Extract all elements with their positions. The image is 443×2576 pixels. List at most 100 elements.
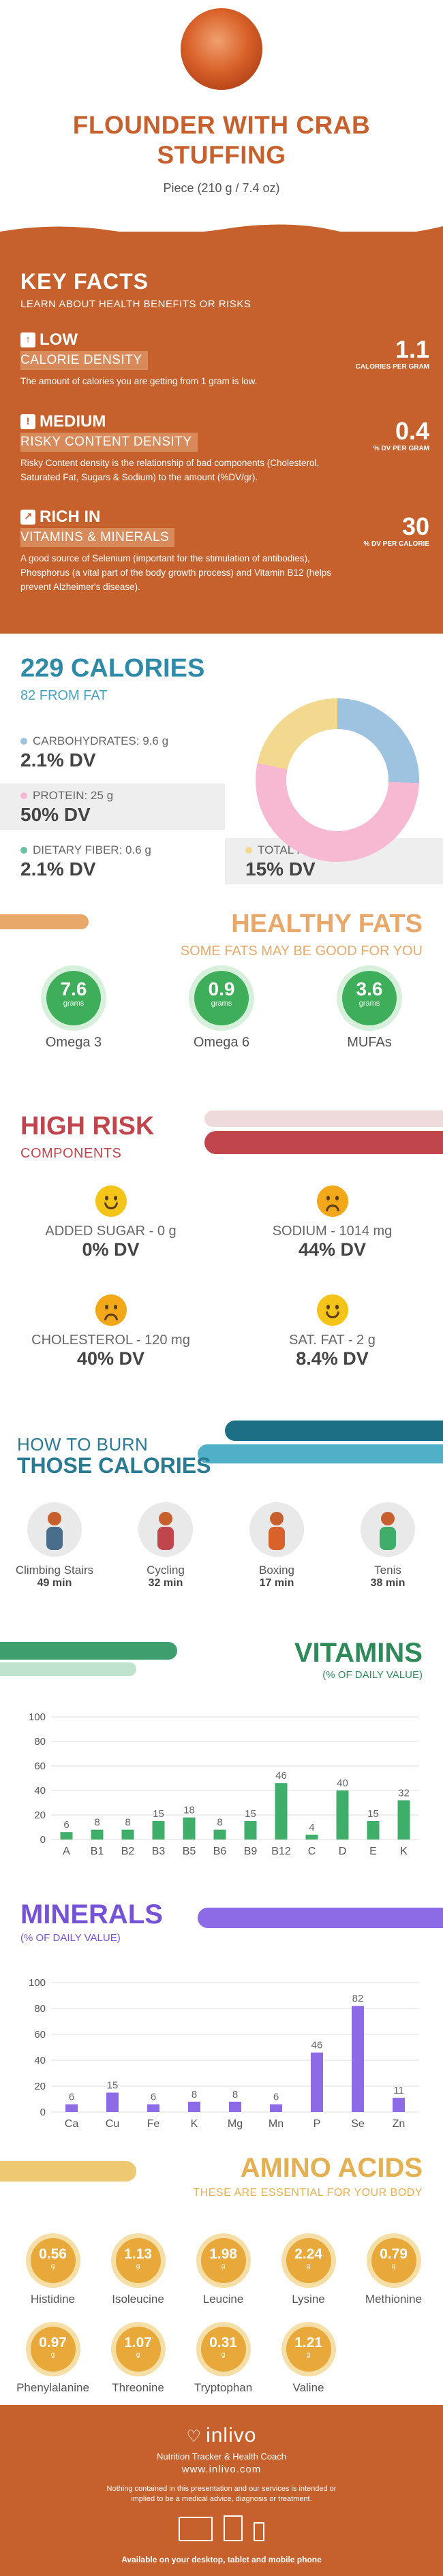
minerals-subtitle: (% OF DAILY VALUE) (20, 1932, 121, 1944)
y-tick-label: 0 (40, 2107, 46, 2118)
amino-acid-item: 1.98 g Leucine (181, 2238, 266, 2306)
inlivo-logo[interactable]: ♡ inlivo (0, 2424, 443, 2447)
amino-acid-item: 1.07 g Threonine (95, 2327, 181, 2395)
x-tick-label: C (308, 1846, 316, 1857)
risk-name: SODIUM - 1014 mg (272, 1224, 393, 1239)
y-tick-label: 100 (29, 1977, 46, 1989)
nutrient-label: CARBOHYDRATES: 9.6 g (33, 734, 169, 747)
decorative-band (0, 2161, 136, 2182)
risk-name: ADDED SUGAR - 0 g (45, 1224, 177, 1239)
healthy-fats-title: HEALTHY FATS (231, 910, 423, 938)
y-tick-label: 100 (29, 1711, 46, 1723)
desktop-icon (178, 2517, 213, 2541)
amino-value: 1.98 (209, 2246, 237, 2262)
nutrient-carbohydrates: CARBOHYDRATES: 9.6 g 2.1% DV (0, 729, 204, 775)
phone-icon (254, 2522, 265, 2541)
decorative-band (225, 1421, 443, 1441)
amino-acid-item: 0.56 g Histidine (10, 2238, 95, 2306)
x-tick-label: Ca (65, 2118, 79, 2130)
amino-name: Lysine (292, 2293, 325, 2306)
amino-badge: 0.56 g (30, 2238, 76, 2283)
legend-dot (20, 847, 27, 854)
x-tick-label: E (369, 1846, 377, 1857)
activity-name: Climbing Stairs (15, 1564, 94, 1577)
x-tick-label: Mn (269, 2118, 284, 2130)
amino-badge: 1.07 g (115, 2327, 161, 2372)
bar (244, 1821, 257, 1840)
calories-title: 229 CALORIES (20, 654, 205, 683)
y-tick-label: 0 (40, 1834, 46, 1846)
cycling-icon (138, 1502, 193, 1557)
amino-name: Leucine (202, 2293, 244, 2306)
fat-unit: grams (211, 999, 232, 1008)
y-tick-label: 80 (34, 1736, 46, 1748)
risk-name: CHOLESTEROL - 120 mg (31, 1333, 190, 1348)
activity-time: 49 min (37, 1577, 72, 1589)
fact-value: 1.1 (395, 335, 429, 363)
data-label: 32 (398, 1787, 410, 1799)
bar (188, 2101, 200, 2112)
data-label: 8 (217, 1817, 222, 1829)
amino-badge: 1.13 g (115, 2238, 161, 2283)
data-label: 6 (273, 2092, 279, 2103)
brand-name: inlivo (206, 2424, 257, 2447)
fat-unit: grams (358, 999, 380, 1008)
bar (60, 1832, 73, 1840)
activity-climbing-stairs: Climbing Stairs 49 min (3, 1502, 106, 1589)
calories-section: 229 CALORIES 82 FROM FAT CARBOHYDRATES: … (0, 634, 443, 893)
tablet-icon (224, 2515, 243, 2541)
sad-face-icon (95, 1294, 127, 1326)
x-tick-label: K (400, 1846, 408, 1857)
high-risk-title: HIGH RISK (20, 1112, 155, 1140)
data-label: 15 (153, 1808, 164, 1820)
high-risk-subtitle: COMPONENTS (20, 1146, 122, 1161)
amino-name: Valine (292, 2381, 324, 2394)
data-label: 8 (232, 2089, 238, 2100)
sad-face-icon (316, 1185, 348, 1217)
data-label: 15 (245, 1808, 256, 1820)
nutrient-label: PROTEIN: 25 g (33, 789, 114, 802)
amino-value: 0.79 (380, 2246, 408, 2262)
website-link[interactable]: www.inlivo.com (181, 2464, 262, 2475)
legend-dot (20, 792, 27, 799)
activity-tennis: Tenis 38 min (337, 1502, 439, 1589)
tagline: Nutrition Tracker & Health Coach (156, 2451, 287, 2462)
activity-boxing: Boxing 17 min (226, 1502, 328, 1589)
title-line-2: STUFFING (157, 141, 286, 169)
burn-calories-section: HOW TO BURN THOSE CALORIES Climbing Stai… (0, 1403, 443, 1635)
fat-omega-6: 0.9 grams Omega 6 (174, 971, 269, 1051)
data-label: 8 (125, 1817, 130, 1829)
x-tick-label: Zn (393, 2118, 406, 2130)
amino-value: 1.13 (124, 2246, 152, 2262)
dish-photo (181, 8, 262, 90)
healthy-fats-section: HEALTHY FATS SOME FATS MAY BE GOOD FOR Y… (0, 893, 443, 1097)
data-label: 8 (192, 2089, 197, 2100)
bar (270, 2104, 282, 2112)
fact-unit: CALORIES PER GRAM (355, 363, 429, 371)
amino-name: Methionine (365, 2293, 423, 2306)
y-tick-label: 40 (34, 2055, 46, 2066)
nutrient-dv: 2.1% DV (20, 858, 96, 880)
y-tick-label: 60 (34, 1760, 46, 1772)
stairs-icon (27, 1502, 82, 1557)
x-tick-label: A (63, 1846, 70, 1857)
data-label: 46 (311, 2040, 323, 2051)
risk-dv: 8.4% DV (296, 1348, 369, 1369)
x-tick-label: B9 (244, 1846, 258, 1857)
fat-badge: 0.9 grams (194, 971, 249, 1025)
bar (393, 2098, 405, 2112)
bar (336, 1790, 349, 1840)
nutrient-dv: 2.1% DV (20, 749, 96, 771)
wave-divider (0, 224, 443, 244)
amino-unit: g (221, 2351, 226, 2359)
fact-description: Risky Content density is the relationshi… (20, 458, 320, 482)
minerals-section: MINERALS (% OF DAILY VALUE) 0 20 40 60 80 100… (0, 1894, 443, 2180)
risk-cholesterol: CHOLESTEROL - 120 mg 40% DV (0, 1294, 222, 1369)
risk-sat-fat: SAT. FAT - 2 g 8.4% DV (222, 1294, 443, 1369)
risk-dv: 40% DV (76, 1348, 145, 1369)
bar (91, 1829, 104, 1840)
amino-value: 0.97 (39, 2335, 67, 2350)
decorative-band (0, 1642, 177, 1660)
x-tick-label: B3 (152, 1846, 166, 1857)
risk-dv: 44% DV (298, 1239, 367, 1260)
